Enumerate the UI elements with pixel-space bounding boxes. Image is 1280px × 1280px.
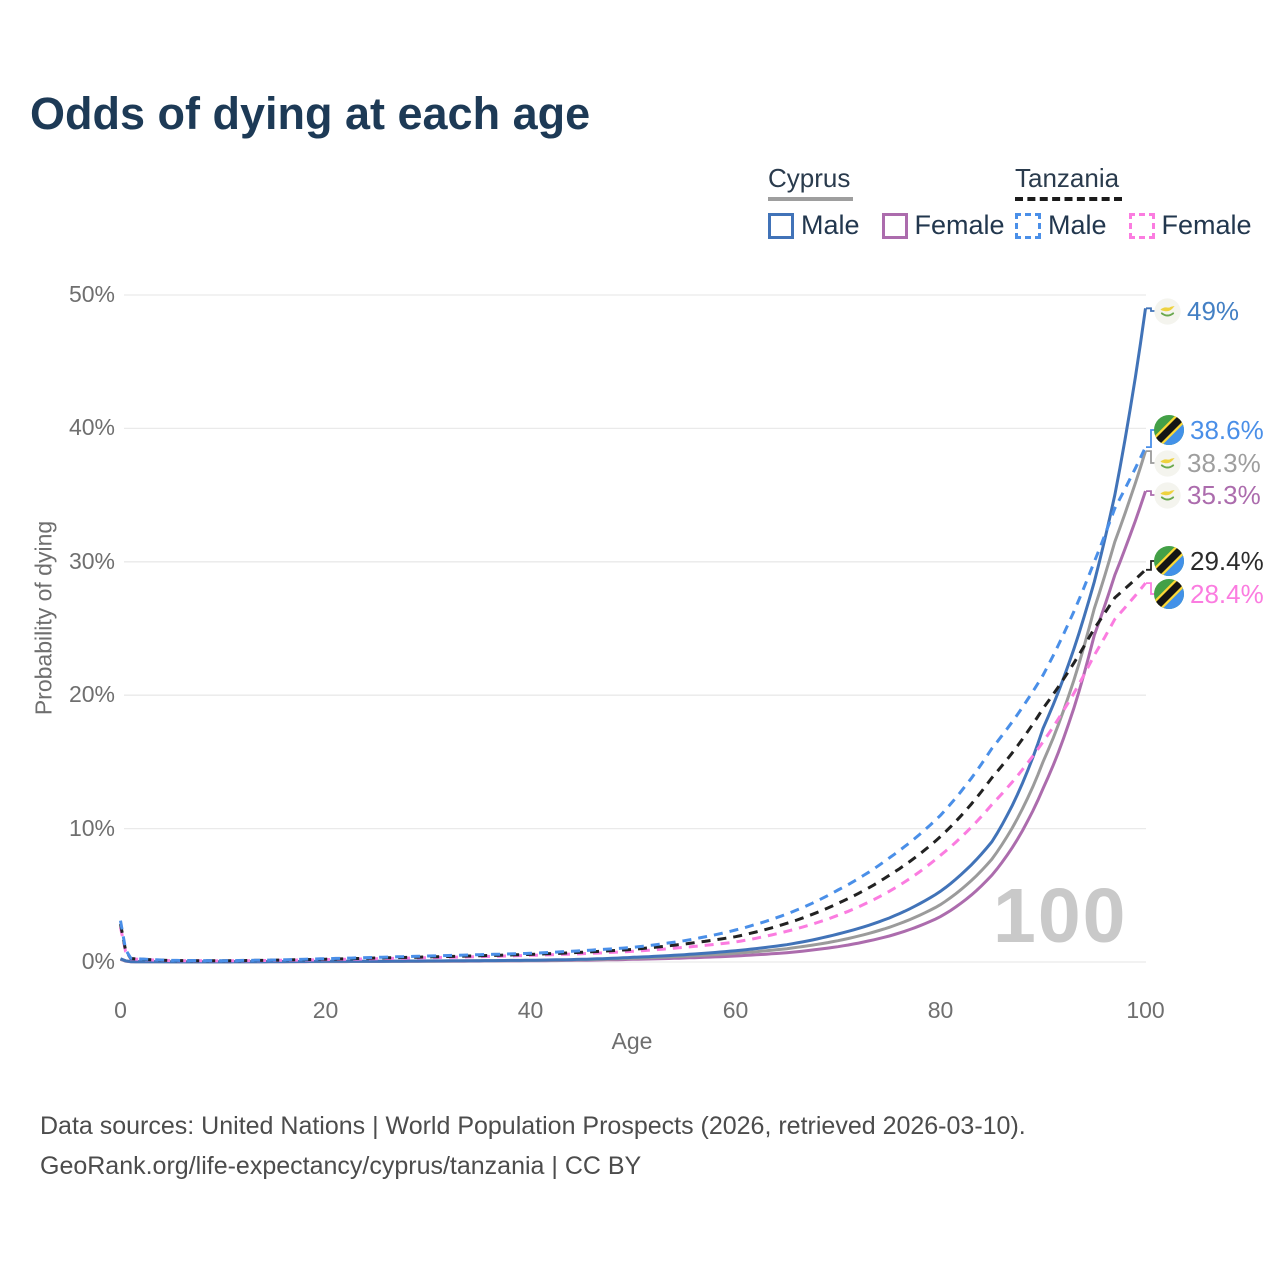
y-tick-label: 30%	[68, 547, 115, 574]
leader-line-tanzania-male	[1146, 429, 1155, 448]
legend-items-row: Male Female	[768, 210, 1005, 241]
end-label-value: 28.4%	[1190, 578, 1264, 609]
tanzania-flag-icon	[1154, 579, 1184, 609]
legend-swatch-tanzania-male	[1015, 212, 1041, 239]
x-tick-label: 60	[722, 997, 749, 1023]
end-label-value: 38.6%	[1190, 414, 1264, 445]
footer-data-sources: Data sources: United Nations | World Pop…	[40, 1112, 1026, 1140]
end-label-cyprus-female: 35.3%	[1154, 479, 1261, 511]
y-tick-label: 10%	[68, 814, 115, 841]
x-axis-title: Age	[611, 1028, 653, 1054]
end-label-tanzania-male: 38.6%	[1154, 414, 1264, 446]
legend-item-tanzania-female[interactable]: Female	[1128, 210, 1252, 241]
legend-label: Male	[801, 210, 860, 240]
legend-item-cyprus-male[interactable]: Male	[768, 210, 860, 241]
cyprus-flag-icon	[1154, 449, 1181, 477]
leader-line-cyprus-female	[1146, 490, 1155, 496]
legend-item-tanzania-male[interactable]: Male	[1015, 210, 1107, 241]
leader-line-cyprus-male	[1146, 307, 1155, 312]
end-label-value: 38.3%	[1187, 447, 1261, 478]
x-tick-label: 0	[114, 997, 127, 1023]
age-watermark: 100	[993, 873, 1128, 959]
series-line-cyprus-male[interactable]	[119, 308, 1147, 964]
x-tick-label: 40	[517, 997, 544, 1023]
y-tick-label: 50%	[68, 281, 115, 307]
footer-attribution: GeoRank.org/life-expectancy/cyprus/tanza…	[40, 1152, 642, 1180]
series-line-tanzania-combined[interactable]	[119, 568, 1147, 963]
legend-swatch-cyprus-female	[881, 212, 908, 239]
leader-line-tanzania-female	[1146, 582, 1155, 595]
legend-swatch-cyprus-male	[768, 212, 794, 239]
y-tick-label: 0%	[81, 948, 115, 974]
end-label-tanzania-combined: 29.4%	[1154, 545, 1264, 577]
leader-line-tanzania-combined	[1146, 560, 1155, 571]
legend-swatch-tanzania-female	[1128, 212, 1155, 239]
legend-label: Male	[1048, 210, 1107, 240]
tanzania-flag-icon	[1154, 546, 1184, 576]
legend-label: Female	[1161, 210, 1252, 240]
series-line-cyprus-combined[interactable]	[120, 450, 1147, 964]
legend-items-row: Male Female	[1015, 210, 1252, 241]
x-tick-label: 80	[927, 997, 954, 1023]
x-tick-label: 20	[312, 997, 339, 1023]
y-tick-label: 40%	[68, 414, 115, 441]
legend-country-tanzania: Tanzania	[1015, 163, 1123, 201]
end-label-value: 35.3%	[1187, 479, 1261, 510]
tanzania-flag-icon	[1154, 415, 1184, 445]
legend-group-cyprus: Cyprus Male Female	[768, 163, 1005, 241]
cyprus-flag-icon	[1154, 297, 1181, 325]
cyprus-flag-icon	[1154, 481, 1181, 509]
legend-item-cyprus-female[interactable]: Female	[881, 210, 1005, 241]
end-label-tanzania-female: 28.4%	[1154, 578, 1264, 610]
end-label-value: 29.4%	[1190, 545, 1264, 576]
end-label-value: 49%	[1187, 295, 1240, 326]
legend-label: Female	[914, 210, 1005, 240]
end-label-cyprus-combined: 38.3%	[1154, 447, 1261, 479]
series-line-tanzania-male[interactable]	[119, 446, 1147, 963]
series-line-tanzania-female[interactable]	[119, 582, 1147, 963]
footer: Data sources: United Nations | World Pop…	[40, 1106, 1026, 1186]
legend-country-cyprus: Cyprus	[768, 163, 854, 201]
legend-group-tanzania: Tanzania Male Female	[1015, 163, 1252, 241]
page-title: Odds of dying at each age	[30, 88, 591, 139]
x-tick-label: 100	[1126, 997, 1165, 1023]
leader-line-cyprus-combined	[1146, 450, 1155, 464]
y-tick-label: 20%	[68, 681, 115, 708]
end-label-cyprus-male: 49%	[1154, 295, 1239, 327]
